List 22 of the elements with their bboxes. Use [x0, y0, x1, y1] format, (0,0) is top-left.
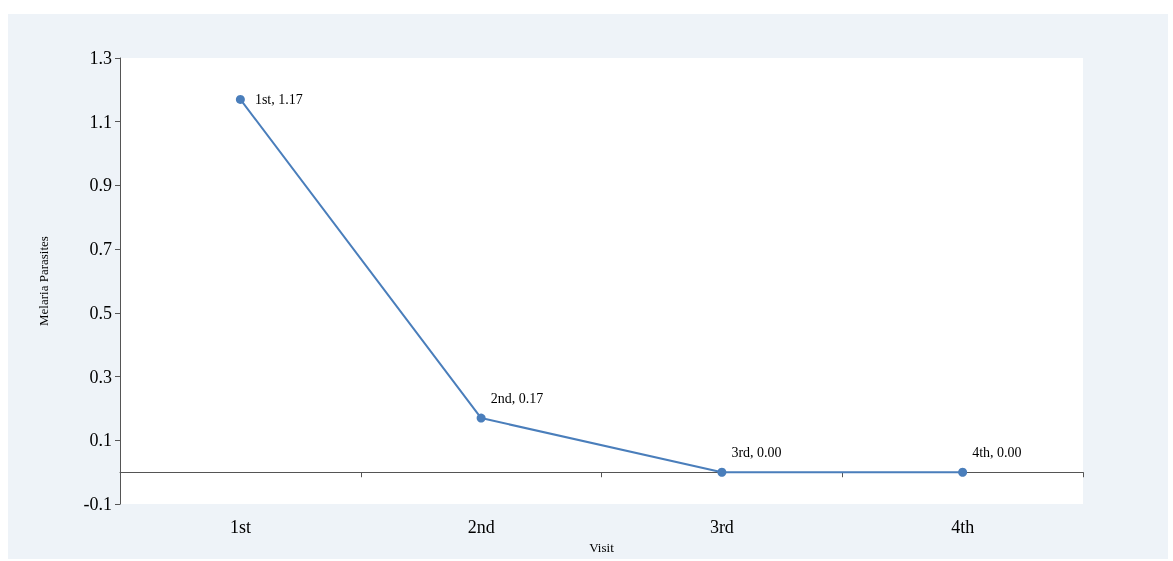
x-tick-label: 3rd [709, 517, 734, 538]
point [958, 467, 968, 477]
data-label: 4th, 0.00 [972, 445, 1022, 461]
data-label: 2nd, 0.17 [490, 391, 544, 407]
y-tick-label: 0.7 [89, 239, 112, 260]
x-axis-title: Visit [589, 540, 615, 555]
y-tick-label: 0.1 [89, 430, 112, 451]
x-tick-label: 1st [229, 517, 251, 538]
data-label: 1st, 1.17 [254, 91, 303, 107]
point [717, 467, 727, 477]
y-tick-label: -0.1 [83, 494, 112, 515]
y-tick-label: 0.9 [89, 175, 112, 196]
x-tick-label: 4th [951, 517, 975, 538]
y-tick-label: 1.3 [89, 48, 112, 68]
y-tick-label: 1.1 [89, 111, 112, 132]
point [476, 413, 486, 423]
y-tick-label: 0.5 [89, 302, 112, 323]
y-axis-title: Melaria Parasites [36, 236, 51, 326]
point [235, 94, 245, 104]
data-label: 3rd, 0.00 [731, 445, 782, 461]
x-tick-label: 2nd [467, 517, 495, 538]
y-tick-label: 0.3 [89, 366, 112, 387]
